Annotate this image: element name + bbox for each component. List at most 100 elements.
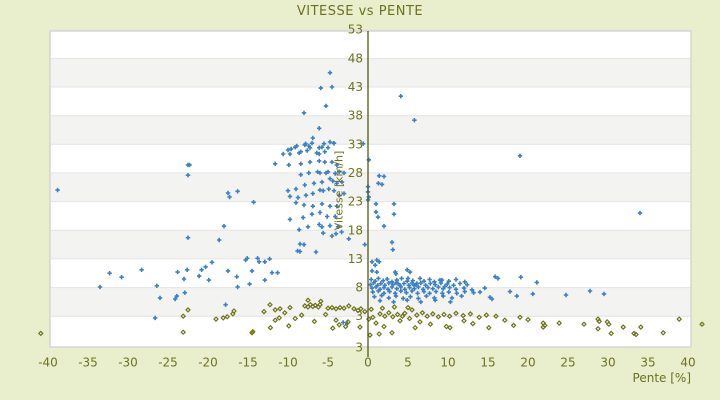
scatter-point-plus (262, 259, 267, 264)
scatter-point-diamond (399, 313, 406, 320)
scatter-point-plus (322, 159, 327, 165)
scatter-point-plus (373, 284, 379, 290)
scatter-point-plus (424, 293, 429, 299)
scatter-point-plus (453, 287, 459, 292)
scatter-point-plus (389, 284, 395, 290)
scatter-point-plus (405, 298, 410, 303)
scatter-point-plus (181, 276, 187, 282)
x-tick-label: 20 (520, 356, 535, 370)
scatter-point-plus (418, 280, 423, 286)
scatter-point-diamond (311, 318, 318, 325)
scatter-point-plus (427, 277, 432, 282)
y-tick-label: 8 (355, 281, 363, 295)
scatter-point-plus (387, 289, 392, 294)
scatter-point-diamond (333, 305, 339, 312)
scatter-point-plus (209, 260, 215, 265)
scatter-point-diamond (322, 311, 329, 318)
scatter-point-diamond (461, 317, 467, 324)
scatter-point-plus (407, 285, 412, 290)
scatter-point-diamond (224, 313, 231, 320)
scatter-point-plus (187, 162, 192, 168)
scatter-point-plus (307, 159, 313, 165)
scatter-point-diamond (443, 323, 450, 330)
scatter-point-plus (381, 174, 387, 179)
scatter-point-diamond (391, 304, 398, 310)
scatter-point-diamond (389, 329, 395, 336)
scatter-point-plus (477, 289, 483, 295)
scatter-point-plus (303, 193, 309, 198)
y-tick-label: 43 (348, 80, 363, 94)
scatter-point-diamond (213, 316, 219, 322)
scatter-point-diamond (369, 314, 376, 321)
scatter-point-plus (389, 240, 395, 245)
scatter-point-plus (379, 293, 384, 298)
scatter-point-diamond (345, 319, 351, 325)
scatter-point-plus (173, 296, 178, 302)
scatter-point-diamond (419, 309, 426, 316)
scatter-point-plus (378, 281, 383, 286)
scatter-point-plus (518, 275, 523, 280)
scatter-point-plus (221, 224, 227, 229)
scatter-point-diamond (525, 316, 531, 323)
scatter-point-plus (185, 235, 191, 240)
y-tick-label: 18 (348, 223, 363, 237)
scatter-point-diamond (595, 325, 601, 332)
scatter-point-plus (402, 287, 407, 292)
scatter-point-diamond (483, 312, 490, 318)
scatter-point-plus (373, 263, 378, 268)
scatter-point-plus (301, 242, 307, 247)
scatter-point-plus (281, 151, 286, 157)
scatter-point-diamond (581, 321, 587, 328)
scatter-point-plus (335, 224, 341, 229)
x-tick-label: -20 (198, 356, 218, 370)
scatter-point-diamond (409, 307, 415, 313)
x-tick-label: 35 (640, 356, 655, 370)
scatter-point-plus (376, 288, 381, 294)
scatter-point-plus (225, 190, 231, 196)
scatter-point-plus (381, 224, 387, 229)
scatter-point-plus (326, 186, 331, 192)
scatter-point-plus (327, 176, 333, 181)
scatter-point-plus (373, 209, 379, 215)
scatter-point-plus (459, 293, 464, 299)
scatter-point-diamond (377, 311, 383, 317)
scatter-point-plus (447, 285, 452, 290)
scatter-point-plus (297, 227, 302, 232)
scatter-point-plus (319, 145, 325, 150)
scatter-point-diamond (401, 310, 408, 317)
scatter-point-plus (368, 282, 373, 287)
scatter-point-plus (433, 282, 438, 287)
scatter-point-diamond (620, 324, 627, 330)
scatter-point-plus (471, 290, 476, 295)
scatter-point-plus (404, 290, 409, 295)
scatter-point-diamond (510, 322, 517, 329)
scatter-point-plus (337, 193, 342, 198)
scatter-point-plus (331, 188, 337, 193)
y-tick-label: 48 (348, 51, 363, 65)
scatter-point-plus (309, 141, 315, 146)
x-tick-label: -10 (278, 356, 298, 370)
scatter-point-plus (391, 212, 397, 217)
scatter-point-diamond (446, 313, 453, 320)
scatter-point-plus (321, 141, 327, 146)
scatter-point-diamond (397, 317, 403, 324)
scatter-point-plus (327, 139, 333, 145)
scatter-point-diamond (453, 310, 459, 317)
scatter-point-diamond (476, 314, 483, 321)
scatter-point-diamond (676, 316, 683, 322)
scatter-point-plus (346, 236, 351, 241)
scatter-point-plus (375, 214, 381, 220)
y-tick-label: 28 (348, 166, 363, 180)
scatter-point-diamond (385, 309, 392, 316)
scatter-point-plus (405, 276, 411, 281)
scatter-point-diamond (412, 324, 419, 331)
scatter-point-diamond (301, 303, 308, 309)
scatter-point-diamond (231, 308, 237, 314)
scatter-point-plus (119, 275, 124, 280)
scatter-point-plus (412, 286, 417, 291)
scatter-point-diamond (556, 320, 563, 326)
scatter-point-diamond (637, 324, 644, 330)
scatter-point-plus (306, 170, 311, 176)
scatter-point-plus (293, 186, 299, 192)
scatter-point-plus (416, 296, 421, 301)
